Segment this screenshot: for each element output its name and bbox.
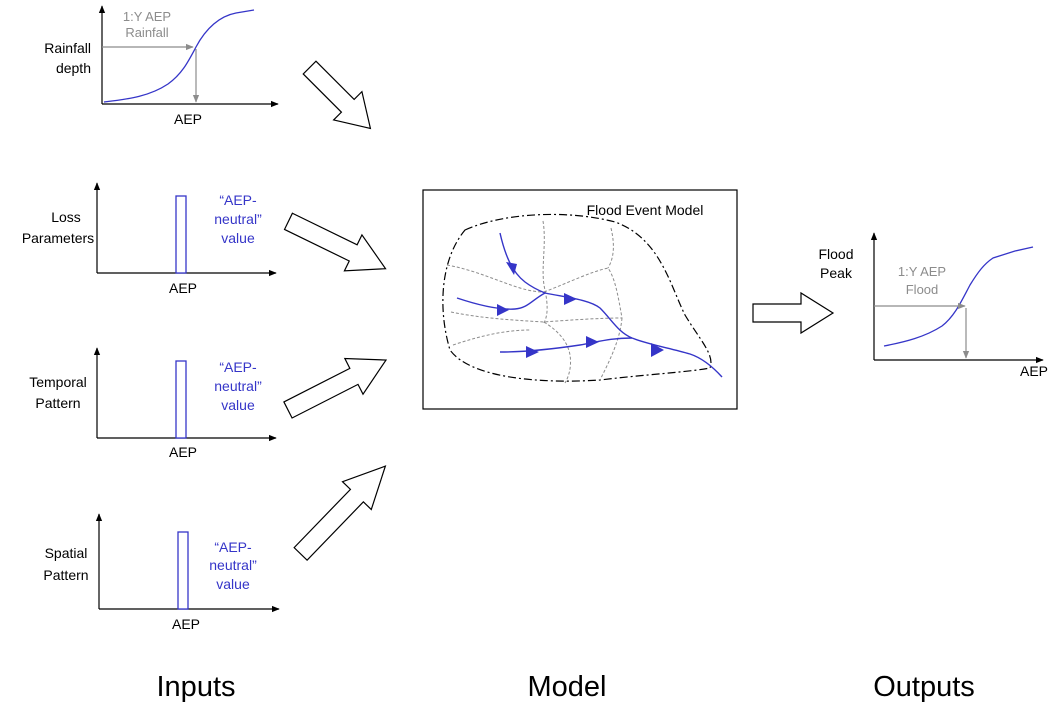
section-label-outputs: Outputs xyxy=(873,671,975,703)
temporal-to-model-arrow xyxy=(283,357,388,419)
subcatchment-divide-4 xyxy=(450,311,623,323)
loss-value-line2: neutral” xyxy=(214,211,262,227)
rainfall-annotation-line2: Rainfall xyxy=(125,25,168,40)
spatial-value-line1: “AEP- xyxy=(214,539,252,555)
subcatchment-divide-8 xyxy=(599,317,623,381)
output-ylabel-line2: Peak xyxy=(820,265,853,281)
subcatchment-divide-7 xyxy=(452,329,531,346)
spatial-xlabel: AEP xyxy=(172,616,200,632)
loss-value-line1: “AEP- xyxy=(219,192,257,208)
spatial-ylabel-line2: Pattern xyxy=(43,567,88,583)
flow-arrow-5 xyxy=(586,336,599,348)
spatial-value-line2: neutral” xyxy=(209,557,257,573)
temporal-xlabel: AEP xyxy=(169,444,197,460)
flow-arrow-2 xyxy=(497,304,509,316)
subcatchment-divide-6 xyxy=(543,321,571,384)
input-to-model-arrows xyxy=(283,60,388,561)
temporal-ylabel-line1: Temporal xyxy=(29,374,87,390)
section-label-inputs: Inputs xyxy=(157,671,236,703)
rainfall-ylabel-line1: Rainfall xyxy=(44,40,91,56)
catchment-boundary xyxy=(442,213,712,382)
subcatchment-divide-1 xyxy=(542,220,548,324)
loss-ylabel-line2: Parameters xyxy=(22,230,94,246)
subcatchment-divide-5 xyxy=(607,227,614,269)
loss-ylabel-line1: Loss xyxy=(51,209,81,225)
spatial-ylabel-line1: Spatial xyxy=(45,545,88,561)
rainfall-xlabel: AEP xyxy=(174,111,202,127)
loss-to-model-arrow xyxy=(283,212,387,272)
temporal-value-line1: “AEP- xyxy=(219,359,257,375)
rainfall-frequency-curve xyxy=(103,9,255,103)
flood-frequency-curve xyxy=(883,246,1034,347)
subcatchment-divide-3 xyxy=(543,267,623,319)
flow-arrow-6 xyxy=(651,343,664,357)
output-annotation-line2: Flood xyxy=(906,282,939,297)
flood-event-model: Flood Event Model xyxy=(422,189,738,410)
loss-neutral-value-bar xyxy=(175,195,187,274)
loss-xlabel: AEP xyxy=(169,280,197,296)
model-title: Flood Event Model xyxy=(587,202,704,218)
spatial-input-chart: “AEP- neutral” value Spatial Pattern AEP xyxy=(43,513,280,632)
rainfall-input-chart: 1:Y AEP Rainfall Rainfall depth AEP xyxy=(44,5,279,127)
river-tributary-south xyxy=(499,337,633,353)
flow-arrow-3 xyxy=(564,293,577,305)
temporal-input-chart: “AEP- neutral” value Temporal Pattern AE… xyxy=(29,347,277,460)
loss-value-line3: value xyxy=(221,230,255,246)
section-label-model: Model xyxy=(528,671,607,703)
output-ylabel-line1: Flood xyxy=(818,246,853,262)
temporal-ylabel-line2: Pattern xyxy=(35,395,80,411)
subcatchment-boundaries xyxy=(446,220,623,384)
subcatchment-divide-2 xyxy=(446,264,545,293)
output-annotation-line1: 1:Y AEP xyxy=(898,264,946,279)
spatial-to-model-arrow xyxy=(293,465,387,561)
flow-arrow-4 xyxy=(526,346,539,358)
model-to-output-arrow xyxy=(752,291,835,335)
rainfall-annotation-line1: 1:Y AEP xyxy=(123,9,171,24)
river-tributary-north xyxy=(499,232,546,294)
loss-input-chart: “AEP- neutral” value Loss Parameters AEP xyxy=(22,182,277,296)
output-xlabel: AEP xyxy=(1020,363,1048,379)
flood-output-chart: 1:Y AEP Flood Flood Peak AEP xyxy=(818,232,1048,379)
spatial-value-line3: value xyxy=(216,576,250,592)
temporal-neutral-value-bar xyxy=(175,360,187,439)
river-network xyxy=(456,232,723,378)
river-tributary-west xyxy=(456,292,546,310)
spatial-neutral-value-bar xyxy=(177,531,189,610)
flow-arrow-1 xyxy=(506,262,517,275)
rainfall-ylabel-line2: depth xyxy=(56,60,91,76)
temporal-value-line2: neutral” xyxy=(214,378,262,394)
temporal-value-line3: value xyxy=(221,397,255,413)
rainfall-to-model-arrow xyxy=(302,60,372,130)
